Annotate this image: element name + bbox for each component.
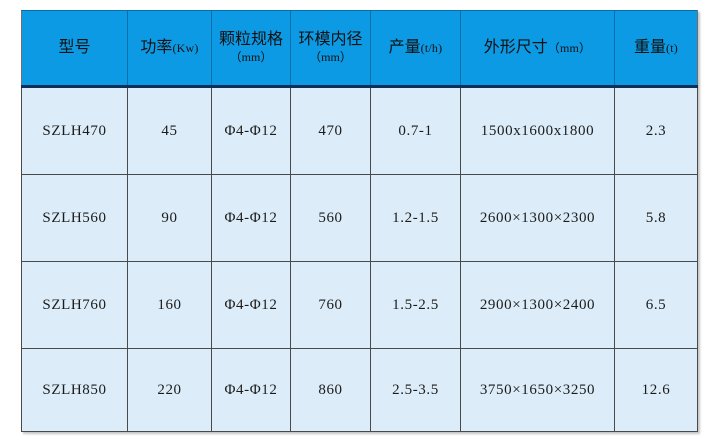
cell-model: SZLH760 bbox=[21, 261, 128, 349]
cell-dimensions: 3750×1650×3250 bbox=[460, 348, 615, 432]
cell-weight: 12.6 bbox=[614, 348, 698, 432]
cell-dimensions: 2900×1300×2400 bbox=[460, 261, 615, 349]
column-header-weight-unit: (t) bbox=[666, 40, 678, 55]
cell-model: SZLH850 bbox=[21, 348, 128, 432]
cell-dimensions: 1500x1600x1800 bbox=[460, 86, 615, 175]
cell-power: 45 bbox=[127, 86, 212, 175]
cell-power: 160 bbox=[127, 261, 212, 349]
table-row: SZLH560 90 Φ4-Φ12 560 1.2-1.5 2600×1300×… bbox=[21, 174, 698, 262]
cell-pellet-spec: Φ4-Φ12 bbox=[211, 174, 291, 262]
cell-output: 1.2-1.5 bbox=[370, 174, 461, 262]
table-header: 型号 功率(Kw) 颗粒规格 （mm） 环模内径 （mm） 产量(t/h) 外形 bbox=[21, 10, 698, 88]
cell-weight: 5.8 bbox=[614, 174, 698, 262]
cell-power: 220 bbox=[127, 348, 212, 432]
table-row: SZLH850 220 Φ4-Φ12 860 2.5-3.5 3750×1650… bbox=[21, 348, 698, 432]
column-header-die-diameter-unit: （mm） bbox=[309, 50, 352, 65]
column-header-output-label: 产量 bbox=[388, 38, 421, 56]
column-header-output: 产量(t/h) bbox=[370, 10, 461, 88]
column-header-power: 功率(Kw) bbox=[127, 10, 212, 88]
cell-model: SZLH560 bbox=[21, 174, 128, 262]
cell-pellet-spec: Φ4-Φ12 bbox=[211, 348, 291, 432]
cell-output: 0.7-1 bbox=[370, 86, 461, 175]
column-header-die-diameter: 环模内径 （mm） bbox=[290, 10, 371, 88]
cell-weight: 6.5 bbox=[614, 261, 698, 349]
table-header-row: 型号 功率(Kw) 颗粒规格 （mm） 环模内径 （mm） 产量(t/h) 外形 bbox=[21, 10, 698, 88]
column-header-weight-label: 重量 bbox=[634, 38, 667, 56]
column-header-output-unit: (t/h) bbox=[420, 40, 443, 55]
specification-table: 型号 功率(Kw) 颗粒规格 （mm） 环模内径 （mm） 产量(t/h) 外形 bbox=[21, 10, 698, 432]
column-header-die-diameter-label: 环模内径 bbox=[298, 31, 363, 49]
column-header-dimensions: 外形尺寸（mm） bbox=[460, 10, 615, 88]
cell-pellet-spec: Φ4-Φ12 bbox=[211, 86, 291, 175]
cell-die-diameter: 560 bbox=[290, 174, 371, 262]
table-row: SZLH470 45 Φ4-Φ12 470 0.7-1 1500x1600x18… bbox=[21, 86, 698, 175]
table-row: SZLH760 160 Φ4-Φ12 760 1.5-2.5 2900×1300… bbox=[21, 261, 698, 349]
column-header-dimensions-label: 外形尺寸 bbox=[483, 38, 548, 56]
column-header-model-label: 型号 bbox=[58, 38, 91, 56]
cell-die-diameter: 760 bbox=[290, 261, 371, 349]
cell-power: 90 bbox=[127, 174, 212, 262]
column-header-weight: 重量(t) bbox=[614, 10, 698, 88]
cell-model: SZLH470 bbox=[21, 86, 128, 175]
cell-die-diameter: 860 bbox=[290, 348, 371, 432]
column-header-pellet-spec: 颗粒规格 （mm） bbox=[211, 10, 291, 88]
column-header-power-label: 功率 bbox=[140, 38, 173, 56]
cell-weight: 2.3 bbox=[614, 86, 698, 175]
table-body: SZLH470 45 Φ4-Φ12 470 0.7-1 1500x1600x18… bbox=[21, 86, 698, 432]
column-header-pellet-spec-label: 颗粒规格 bbox=[218, 31, 283, 49]
cell-dimensions: 2600×1300×2300 bbox=[460, 174, 615, 262]
cell-pellet-spec: Φ4-Φ12 bbox=[211, 261, 291, 349]
column-header-power-unit: (Kw) bbox=[172, 40, 199, 55]
cell-output: 2.5-3.5 bbox=[370, 348, 461, 432]
cell-die-diameter: 470 bbox=[290, 86, 371, 175]
column-header-model: 型号 bbox=[21, 10, 128, 88]
cell-output: 1.5-2.5 bbox=[370, 261, 461, 349]
column-header-pellet-spec-unit: （mm） bbox=[229, 50, 273, 65]
column-header-dimensions-unit: （mm） bbox=[547, 40, 592, 55]
